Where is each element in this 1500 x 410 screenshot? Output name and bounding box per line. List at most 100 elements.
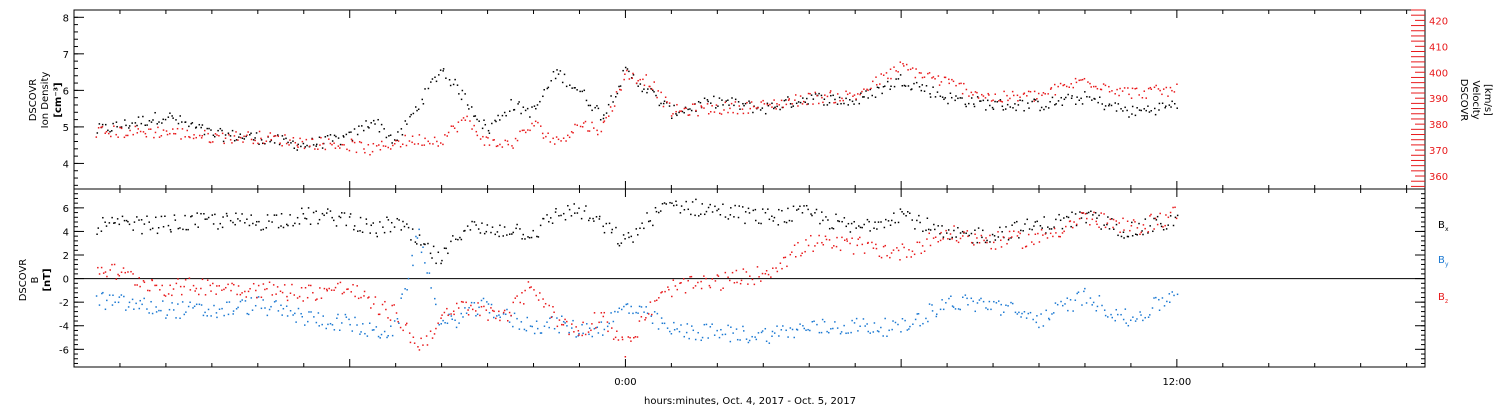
data-point <box>736 281 738 284</box>
data-point <box>1070 97 1073 100</box>
y-tick-label: 2 <box>63 251 69 262</box>
data-point <box>204 129 206 132</box>
data-point <box>1020 316 1022 318</box>
data-point <box>480 305 483 308</box>
data-point <box>1023 92 1026 94</box>
data-point <box>1055 103 1057 105</box>
data-point <box>633 336 635 339</box>
data-point <box>1131 87 1134 90</box>
data-point <box>894 221 896 224</box>
data-point <box>208 141 211 143</box>
data-point <box>892 320 894 322</box>
data-point <box>700 339 702 342</box>
data-point <box>907 69 909 71</box>
data-point <box>450 313 452 315</box>
data-point <box>1119 231 1121 234</box>
data-point <box>445 77 447 79</box>
data-point <box>950 295 952 298</box>
data-point <box>207 216 210 219</box>
data-point <box>156 232 159 235</box>
data-point <box>751 335 753 338</box>
data-point <box>508 321 511 323</box>
data-point <box>188 277 191 279</box>
data-point <box>1034 233 1037 236</box>
data-point <box>461 89 464 92</box>
data-point <box>873 322 876 324</box>
data-point <box>499 316 501 319</box>
data-point <box>128 301 131 304</box>
data-point <box>718 97 721 99</box>
data-point <box>904 85 907 87</box>
data-point <box>246 134 248 137</box>
data-point <box>1171 291 1174 293</box>
data-point <box>1120 313 1122 316</box>
data-point <box>1154 217 1157 220</box>
data-point <box>661 203 664 205</box>
data-point <box>296 297 299 299</box>
data-point <box>533 105 536 107</box>
data-point <box>927 72 929 75</box>
data-point <box>962 296 964 299</box>
data-point <box>1118 222 1120 224</box>
data-point <box>203 213 205 215</box>
data-point <box>1103 108 1106 111</box>
y-tick-label: 4 <box>63 159 69 170</box>
data-point <box>1135 87 1138 90</box>
data-point <box>321 323 323 326</box>
data-point <box>183 313 186 316</box>
data-point <box>1144 227 1146 230</box>
data-point <box>809 329 811 332</box>
data-point <box>304 324 306 326</box>
data-point <box>953 225 955 227</box>
data-point <box>358 125 360 127</box>
data-point <box>486 224 489 226</box>
data-point <box>312 291 314 294</box>
data-point <box>1061 232 1064 234</box>
data-point <box>1045 232 1047 234</box>
data-point <box>118 223 121 226</box>
data-point <box>571 323 573 325</box>
data-point <box>789 103 792 105</box>
data-point <box>998 100 1000 102</box>
data-point <box>133 308 135 310</box>
data-point <box>897 249 900 252</box>
data-point <box>738 105 741 107</box>
data-point <box>776 325 778 327</box>
data-point <box>1080 217 1083 219</box>
data-point <box>785 99 787 101</box>
data-point <box>714 205 716 208</box>
data-point <box>747 207 750 210</box>
data-point <box>255 289 257 292</box>
data-point <box>993 241 995 244</box>
data-point <box>761 107 764 109</box>
data-point <box>1143 108 1145 110</box>
data-point <box>257 296 260 298</box>
data-point <box>729 107 731 110</box>
data-point <box>861 243 864 246</box>
data-point <box>468 306 470 309</box>
data-point <box>743 330 745 332</box>
data-point <box>901 211 903 213</box>
data-point <box>618 307 621 310</box>
data-point <box>577 330 580 332</box>
data-point <box>643 227 645 230</box>
data-point <box>932 237 935 239</box>
data-point <box>963 82 965 85</box>
data-point <box>420 244 422 246</box>
data-point <box>298 295 301 298</box>
data-point <box>169 112 171 114</box>
data-point <box>341 143 344 146</box>
data-point <box>1104 226 1107 229</box>
data-point <box>517 103 519 105</box>
data-point <box>901 243 904 245</box>
data-point <box>475 224 477 226</box>
data-point <box>1149 225 1151 227</box>
data-point <box>1174 206 1176 209</box>
data-point <box>1021 99 1024 102</box>
data-point <box>1022 230 1024 232</box>
data-point <box>819 222 821 225</box>
data-point <box>710 102 712 104</box>
data-point <box>760 101 762 103</box>
data-point <box>550 80 552 82</box>
data-point <box>239 133 242 135</box>
